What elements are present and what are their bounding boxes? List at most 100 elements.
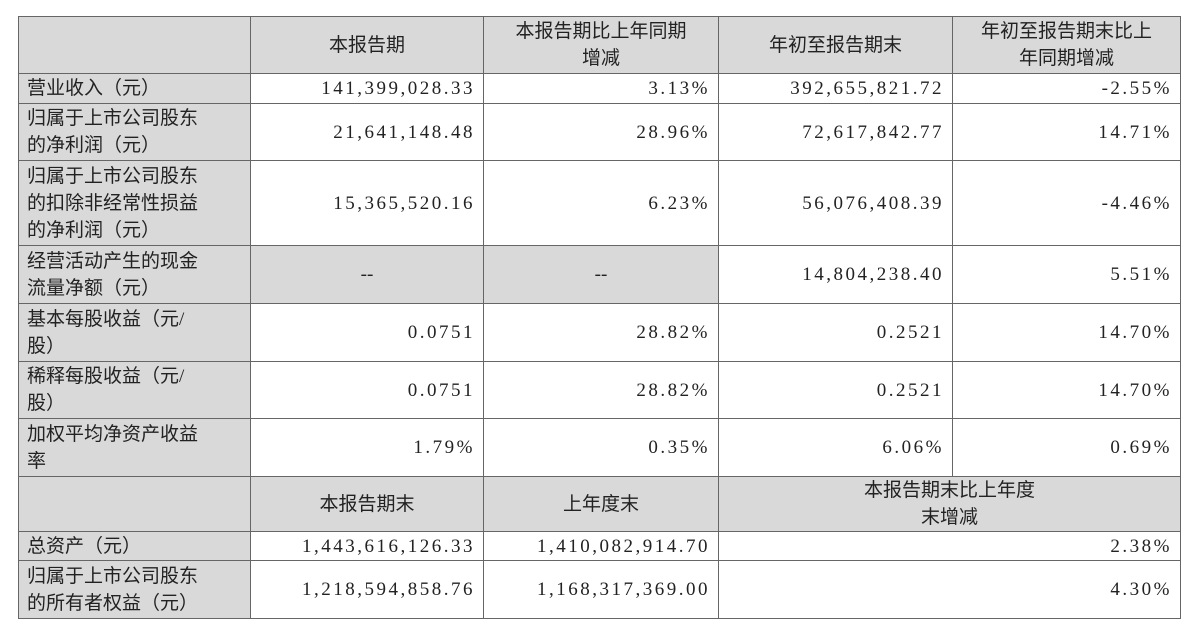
value-cell-text: 3.13% [648, 78, 710, 99]
value-cell-text: 14.71% [1098, 121, 1172, 143]
value-cell: 141,399,028.33 [250, 73, 484, 104]
value-cell-text: 0.0751 [407, 379, 475, 401]
value-cell-text: 141,399,028.33 [321, 78, 475, 99]
value-cell: 392,655,821.72 [718, 73, 953, 104]
value-cell: 0.2521 [718, 303, 953, 362]
header-row: 本报告期 本报告期比上年同期增减 年初至报告期末 年初至报告期末比上年同期增减 [18, 16, 1181, 74]
header-cell: 本报告期 [250, 16, 484, 74]
header-cell: 年初至报告期末 [718, 16, 953, 74]
row-label: 归属于上市公司股东的扣除非经常性损益的净利润（元） [18, 160, 251, 246]
row-label: 基本每股收益（元/股） [18, 303, 251, 362]
value-cell: -4.46% [952, 160, 1181, 246]
value-cell-text: 5.51% [1110, 264, 1172, 285]
data-row: 归属于上市公司股东的所有者权益（元） 1,218,594,858.76 1,168,… [18, 560, 1181, 619]
header-cell-text: 本报告期比上年同期增减 [515, 21, 687, 69]
value-cell: 1,443,616,126.33 [250, 531, 484, 561]
header-cell-text: 年初至报告期末比上年同期增减 [980, 21, 1152, 69]
value-cell: 3.13% [483, 73, 719, 104]
value-cell-text: -4.46% [1101, 192, 1172, 214]
value-cell: 2.38% [718, 531, 1181, 561]
value-cell-text: 0.69% [1110, 437, 1172, 458]
row-label-text: 归属于上市公司股东的所有者权益（元） [27, 565, 199, 614]
header-cell-text: 上年度末 [562, 493, 639, 515]
value-cell: 0.0751 [250, 361, 484, 419]
value-cell-text: 0.35% [648, 437, 710, 458]
value-cell-text: 1.79% [413, 437, 475, 458]
row-label: 归属于上市公司股东的净利润（元） [18, 103, 251, 161]
value-cell: 28.82% [483, 361, 719, 419]
value-cell: 28.82% [483, 303, 719, 362]
value-cell-text: 6.23% [648, 192, 710, 214]
page: {"table":{ "header":["本报告期","本报告期比上年同期增减… [18, 16, 1181, 619]
value-cell-text: 392,655,821.72 [790, 78, 944, 99]
value-cell: 14.70% [952, 303, 1181, 362]
value-cell: 4.30% [718, 560, 1181, 619]
value-cell-text: -2.55% [1101, 78, 1172, 99]
data-row: 总资产（元） 1,443,616,126.33 1,410,082,914.70 2.… [18, 531, 1181, 561]
value-cell: 21,641,148.48 [250, 103, 484, 161]
value-cell: 1,410,082,914.70 [483, 531, 719, 561]
header-cell: 本报告期末比上年度末增减 [718, 476, 1181, 532]
value-cell: -- [250, 245, 484, 304]
value-cell: 72,617,842.77 [718, 103, 953, 161]
value-cell-text: 4.30% [1110, 579, 1172, 600]
corner-cell [18, 16, 251, 74]
value-cell-text: 1,410,082,914.70 [537, 535, 710, 557]
value-cell: 14.70% [952, 361, 1181, 419]
value-cell: -- [483, 245, 719, 304]
row-label: 稀释每股收益（元/股） [18, 361, 251, 419]
row-label-text: 总资产（元） [27, 535, 142, 557]
data-row: 基本每股收益（元/股） 0.0751 28.82% 0.2521 14.70% [18, 303, 1181, 362]
value-cell-text: -- [360, 264, 374, 285]
value-cell-text: 72,617,842.77 [802, 121, 944, 143]
row-label-text: 营业收入（元） [27, 78, 161, 99]
financial-table: 本报告期 本报告期比上年同期增减 年初至报告期末 年初至报告期末比上年同期增减营业收入… [18, 16, 1181, 619]
value-cell: 0.35% [483, 418, 719, 477]
value-cell-text: 0.2521 [876, 379, 944, 401]
row-label-text: 经营活动产生的现金流量净额（元） [27, 250, 199, 299]
value-cell: 1.79% [250, 418, 484, 477]
value-cell-text: 14,804,238.40 [802, 264, 944, 285]
value-cell: 14.71% [952, 103, 1181, 161]
row-label: 归属于上市公司股东的所有者权益（元） [18, 560, 251, 619]
header-cell: 本报告期末 [250, 476, 484, 532]
value-cell: 0.0751 [250, 303, 484, 362]
row-label: 营业收入（元） [18, 73, 251, 104]
value-cell: 1,168,317,369.00 [483, 560, 719, 619]
value-cell: 0.69% [952, 418, 1181, 477]
data-row: 营业收入（元） 141,399,028.33 3.13% 392,655,821.72… [18, 73, 1181, 104]
value-cell-text: 1,168,317,369.00 [537, 579, 710, 600]
value-cell: 15,365,520.16 [250, 160, 484, 246]
value-cell: -2.55% [952, 73, 1181, 104]
header-cell-text: 年初至报告期末 [768, 34, 902, 56]
value-cell-text: 14.70% [1098, 322, 1172, 343]
value-cell-text: 6.06% [882, 437, 944, 458]
value-cell: 6.23% [483, 160, 719, 246]
value-cell-text: -- [594, 264, 608, 285]
data-row: 稀释每股收益（元/股） 0.0751 28.82% 0.2521 14.70% [18, 361, 1181, 419]
value-cell: 28.96% [483, 103, 719, 161]
data-row: 归属于上市公司股东的净利润（元） 21,641,148.48 28.96% 72,61… [18, 103, 1181, 161]
value-cell: 56,076,408.39 [718, 160, 953, 246]
header-cell: 上年度末 [483, 476, 719, 532]
value-cell: 1,218,594,858.76 [250, 560, 484, 619]
header-cell: 本报告期比上年同期增减 [483, 16, 719, 74]
value-cell-text: 14.70% [1098, 379, 1172, 401]
row-label-text: 加权平均净资产收益率 [27, 423, 199, 472]
data-row: 加权平均净资产收益率 1.79% 0.35% 6.06% 0.69% [18, 418, 1181, 477]
value-cell-text: 2.38% [1110, 535, 1172, 557]
row-label: 经营活动产生的现金流量净额（元） [18, 245, 251, 304]
value-cell: 0.2521 [718, 361, 953, 419]
header-cell-text: 本报告期末比上年度末增减 [863, 480, 1035, 528]
value-cell: 5.51% [952, 245, 1181, 304]
row-label-text: 基本每股收益（元/股） [27, 308, 185, 357]
value-cell-text: 28.96% [636, 121, 710, 143]
header-cell: 年初至报告期末比上年同期增减 [952, 16, 1181, 74]
value-cell-text: 28.82% [636, 322, 710, 343]
value-cell-text: 56,076,408.39 [802, 192, 944, 214]
row-label-text: 归属于上市公司股东的净利润（元） [27, 108, 199, 156]
row-label-text: 归属于上市公司股东的扣除非经常性损益的净利润（元） [27, 165, 199, 241]
row-label-text: 稀释每股收益（元/股） [27, 366, 185, 414]
value-cell-text: 15,365,520.16 [333, 192, 475, 214]
header-row: 本报告期末 上年度末 本报告期末比上年度末增减 [18, 476, 1181, 532]
